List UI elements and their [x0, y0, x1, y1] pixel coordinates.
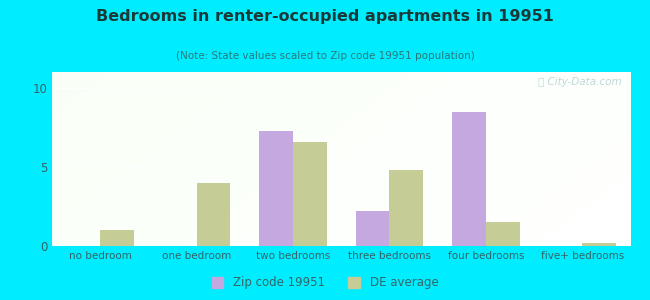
- Bar: [196, 183, 230, 246]
- Bar: [356, 211, 389, 246]
- Bar: [582, 243, 616, 246]
- Legend: Zip code 19951, DE average: Zip code 19951, DE average: [207, 272, 443, 294]
- Text: Bedrooms in renter-occupied apartments in 19951: Bedrooms in renter-occupied apartments i…: [96, 9, 554, 24]
- Text: (Note: State values scaled to Zip code 19951 population): (Note: State values scaled to Zip code 1…: [176, 51, 474, 61]
- Bar: [389, 170, 423, 246]
- Bar: [293, 142, 327, 246]
- Text: ⓘ City-Data.com: ⓘ City-Data.com: [538, 77, 622, 87]
- Bar: [100, 230, 134, 246]
- Bar: [486, 222, 519, 246]
- Bar: [259, 130, 293, 246]
- Bar: [452, 112, 486, 246]
